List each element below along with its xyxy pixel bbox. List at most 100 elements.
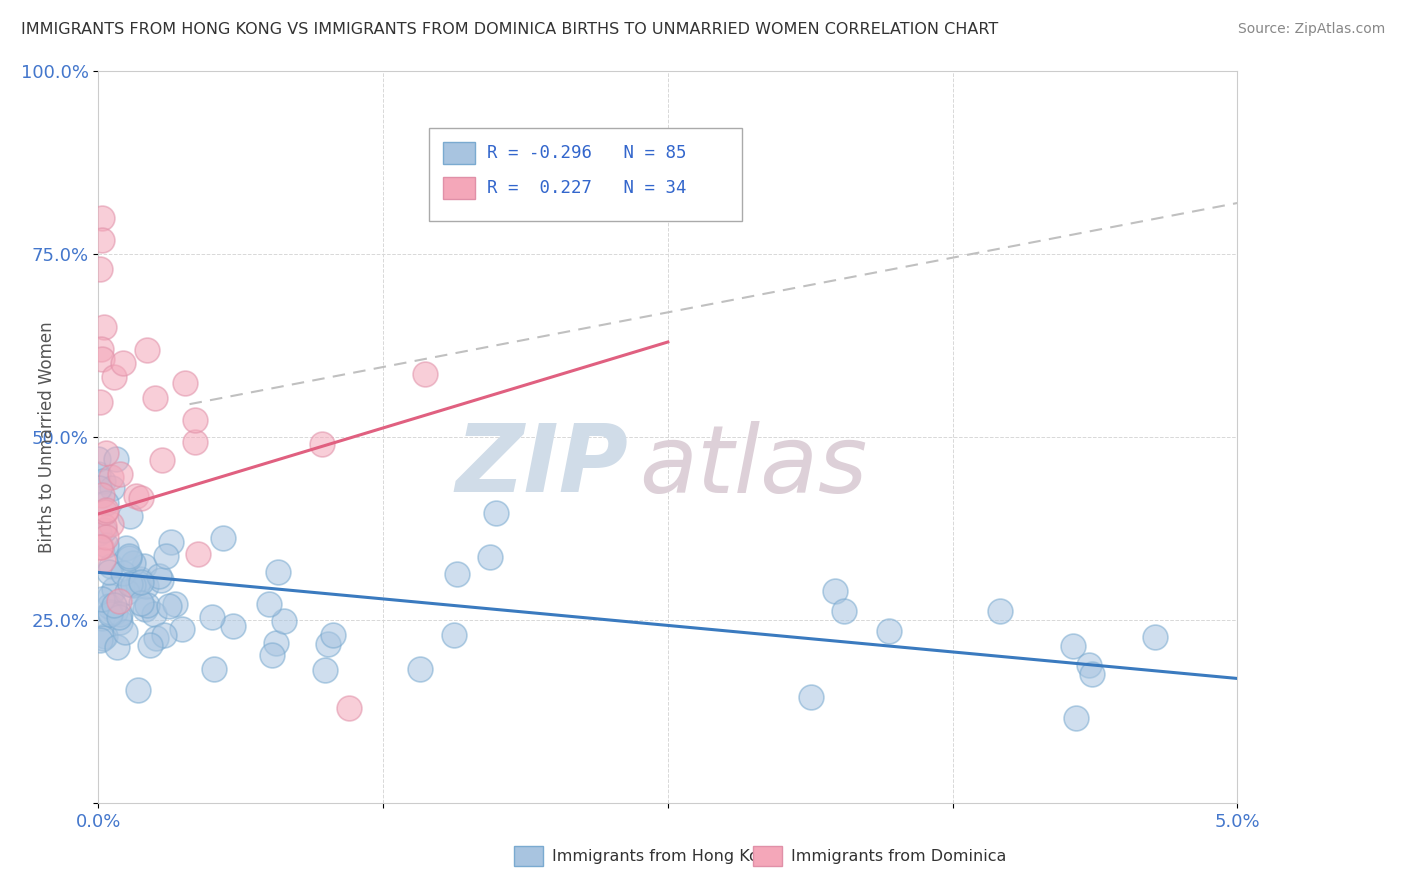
Point — [129, 575, 152, 590]
Point — [314, 663, 336, 677]
Point — [165, 597, 187, 611]
Text: Immigrants from Hong Kong: Immigrants from Hong Kong — [551, 848, 779, 863]
Point — [132, 559, 155, 574]
Point — [832, 604, 855, 618]
Point — [1144, 630, 1167, 644]
Point — [127, 683, 149, 698]
Point — [266, 565, 288, 579]
Point — [311, 437, 333, 451]
Point — [478, 549, 501, 564]
Point — [90, 611, 112, 625]
Point — [103, 598, 125, 612]
Point — [145, 631, 167, 645]
Point — [105, 640, 128, 654]
Point — [93, 320, 115, 334]
Point — [988, 604, 1011, 618]
Point — [115, 584, 138, 599]
Point — [115, 541, 138, 556]
Point — [159, 535, 181, 549]
Point — [134, 602, 156, 616]
Point — [273, 614, 295, 628]
Point — [90, 343, 112, 357]
Point — [122, 577, 145, 591]
Point — [446, 566, 468, 581]
Bar — [754, 846, 782, 866]
Point — [149, 574, 172, 588]
Point — [157, 599, 180, 613]
Point — [173, 376, 195, 391]
Point — [262, 648, 284, 663]
Point — [89, 632, 111, 647]
Text: ZIP: ZIP — [456, 420, 628, 512]
Point — [222, 619, 245, 633]
Point — [129, 572, 152, 586]
Point — [1062, 640, 1084, 654]
Point — [114, 625, 136, 640]
FancyBboxPatch shape — [429, 128, 742, 221]
Point — [127, 575, 149, 590]
Point — [87, 481, 110, 495]
Point — [91, 632, 114, 646]
Point — [103, 369, 125, 384]
Point — [111, 356, 134, 370]
Text: IMMIGRANTS FROM HONG KONG VS IMMIGRANTS FROM DOMINICA BIRTHS TO UNMARRIED WOMEN : IMMIGRANTS FROM HONG KONG VS IMMIGRANTS … — [21, 22, 998, 37]
Point — [125, 489, 148, 503]
Point — [107, 593, 129, 607]
Point — [104, 606, 127, 620]
Point — [322, 628, 344, 642]
Point — [91, 352, 114, 367]
Point — [316, 637, 339, 651]
Point — [153, 627, 176, 641]
Text: Births to Unmarried Women: Births to Unmarried Women — [38, 321, 56, 553]
Point — [118, 551, 141, 566]
Point — [135, 579, 157, 593]
Point — [94, 629, 117, 643]
Point — [89, 394, 111, 409]
Point — [90, 591, 112, 606]
Point — [100, 516, 122, 531]
Text: Source: ZipAtlas.com: Source: ZipAtlas.com — [1237, 22, 1385, 37]
Point — [485, 507, 508, 521]
Point — [212, 532, 235, 546]
Point — [94, 502, 117, 516]
Point — [112, 566, 135, 581]
Point — [93, 504, 115, 518]
Point — [90, 487, 112, 501]
Point — [98, 606, 121, 620]
Point — [91, 474, 114, 488]
Point — [170, 622, 193, 636]
Point — [108, 607, 131, 621]
Text: R = -0.296   N = 85: R = -0.296 N = 85 — [486, 144, 686, 161]
Bar — [443, 143, 475, 164]
Point — [155, 549, 177, 564]
Point — [413, 368, 436, 382]
Text: Immigrants from Dominica: Immigrants from Dominica — [790, 848, 1007, 863]
Point — [103, 582, 125, 597]
Point — [129, 491, 152, 506]
Point — [148, 569, 170, 583]
Point — [91, 553, 114, 567]
Point — [1064, 711, 1087, 725]
Point — [94, 538, 117, 552]
Point — [94, 496, 117, 510]
Point — [104, 452, 127, 467]
Point — [409, 662, 432, 676]
Point — [96, 446, 118, 460]
Point — [120, 576, 142, 591]
Point — [186, 547, 208, 561]
Point — [337, 700, 360, 714]
Point — [443, 628, 465, 642]
Point — [91, 211, 114, 225]
Point — [129, 596, 152, 610]
Point — [150, 453, 173, 467]
Point — [142, 607, 165, 621]
Point — [87, 452, 110, 467]
Point — [100, 469, 122, 483]
Point — [202, 662, 225, 676]
Point — [89, 526, 111, 541]
Point — [800, 690, 823, 704]
Point — [143, 391, 166, 405]
Point — [1077, 657, 1099, 672]
Point — [264, 635, 287, 649]
Point — [87, 467, 110, 481]
